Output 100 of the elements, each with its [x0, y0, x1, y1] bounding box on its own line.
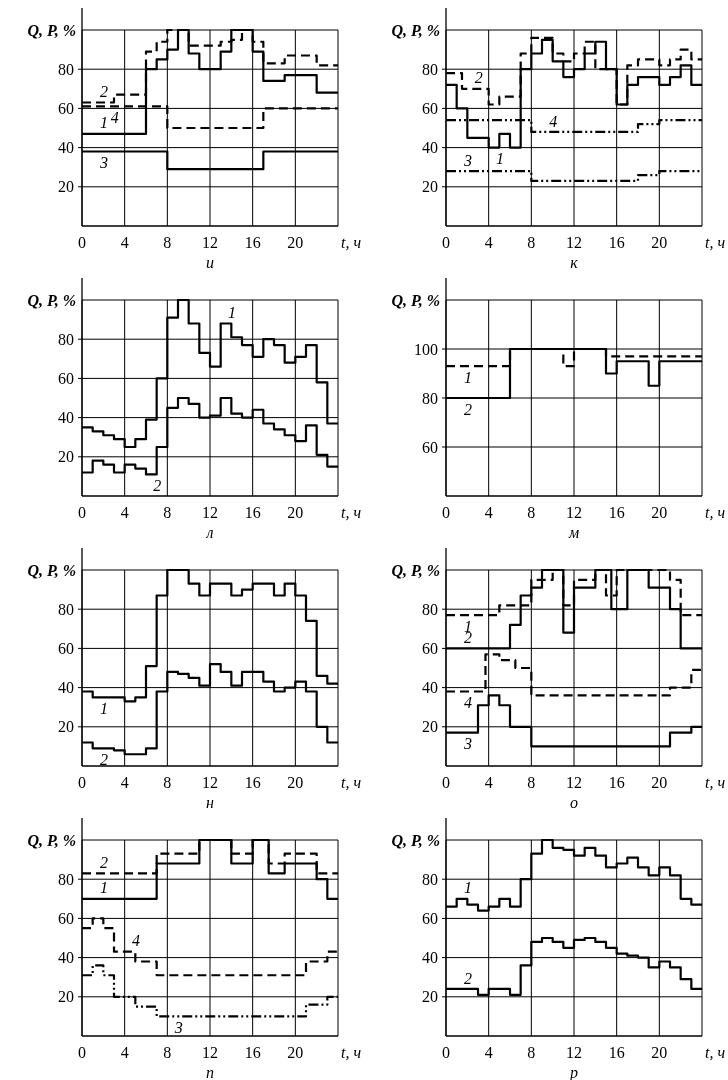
y-axis-title: Q, P, % [391, 831, 440, 849]
y-axis-title: Q, P, % [391, 291, 440, 309]
series-label: 2 [100, 750, 108, 768]
series-label: 1 [496, 150, 504, 168]
x-axis-title: t, ч [341, 234, 362, 251]
series-label: 3 [463, 151, 472, 169]
series-label: 4 [549, 112, 558, 130]
series-label: 2 [464, 969, 472, 987]
series-label: 1 [464, 879, 472, 897]
y-tick-label: 60 [422, 100, 438, 117]
text: л [205, 524, 214, 541]
text: м [567, 524, 580, 541]
y-tick-label: 40 [58, 679, 74, 697]
y-tick-label: 20 [58, 988, 74, 1006]
y-tick-label: 80 [422, 389, 438, 407]
x-tick-label: 16 [608, 774, 625, 791]
y-tick-label: 60 [58, 100, 74, 117]
x-tick-label: 12 [566, 774, 582, 791]
y-tick-label: 100 [414, 340, 438, 358]
x-tick-label: 0 [78, 1044, 86, 1061]
x-tick-label: 16 [608, 504, 625, 521]
y-axis-title: Q, P, % [391, 561, 440, 579]
x-tick-label: 0 [442, 234, 450, 251]
series-label: 1 [228, 304, 236, 322]
series-label: 1 [100, 114, 108, 132]
x-axis-title: t, ч [705, 234, 726, 251]
x-tick-label: 16 [244, 1044, 261, 1061]
x-tick-label: 20 [287, 234, 304, 251]
x-tick-label: 8 [527, 1044, 536, 1061]
text: п [206, 1064, 214, 1080]
x-tick-label: 20 [287, 504, 304, 521]
x-tick-label: 16 [244, 234, 261, 251]
x-tick-label: 12 [202, 774, 218, 791]
y-tick-label: 60 [58, 910, 74, 927]
y-tick-label: 20 [422, 718, 438, 736]
x-tick-label: 16 [244, 774, 261, 791]
x-tick-label: 12 [202, 504, 218, 521]
x-tick-label: 8 [163, 234, 172, 251]
y-tick-label: 20 [422, 178, 438, 196]
x-axis-title: t, ч [341, 1044, 362, 1061]
y-axis-title: Q, P, % [27, 561, 76, 579]
series-label: 4 [464, 694, 472, 712]
x-tick-label: 4 [120, 504, 129, 521]
x-tick-label: 12 [566, 1044, 582, 1061]
x-tick-label: 0 [442, 504, 450, 521]
x-tick-label: 4 [120, 234, 129, 251]
x-axis-title: t, ч [341, 774, 362, 791]
series-label: 3 [99, 154, 108, 172]
x-tick-label: 20 [651, 504, 668, 521]
y-tick-label: 80 [58, 60, 74, 78]
series-label: 3 [463, 735, 472, 753]
series-label: 1 [464, 368, 472, 386]
text: н [206, 794, 215, 811]
text: и [206, 254, 214, 271]
series-label: 2 [474, 69, 483, 87]
y-tick-label: 80 [58, 870, 74, 888]
x-tick-label: 8 [163, 1044, 172, 1061]
y-tick-label: 40 [422, 139, 438, 157]
x-tick-label: 8 [163, 774, 172, 791]
y-tick-label: 80 [422, 600, 438, 618]
x-tick-label: 0 [78, 774, 86, 791]
y-tick-label: 20 [58, 448, 74, 466]
y-tick-label: 20 [58, 718, 74, 736]
x-tick-label: 4 [484, 504, 493, 521]
x-tick-label: 4 [484, 1044, 493, 1061]
y-axis-title: Q, P, % [27, 831, 76, 849]
x-tick-label: 0 [78, 504, 86, 521]
series-label: 2 [100, 853, 108, 871]
y-tick-label: 60 [58, 640, 74, 657]
y-tick-label: 40 [58, 949, 74, 967]
x-tick-label: 4 [484, 774, 493, 791]
x-tick-label: 16 [244, 504, 261, 521]
y-tick-label: 80 [422, 870, 438, 888]
y-tick-label: 60 [422, 640, 438, 657]
y-tick-label: 40 [58, 139, 74, 157]
y-tick-label: 80 [58, 330, 74, 348]
x-tick-label: 4 [484, 234, 493, 251]
series-label: 1 [100, 879, 108, 897]
series-label: 1 [100, 700, 108, 717]
x-tick-label: 0 [442, 1044, 450, 1061]
x-tick-label: 20 [287, 1044, 304, 1061]
x-axis-title: t, ч [705, 504, 726, 521]
y-tick-label: 20 [58, 178, 74, 196]
x-axis-title: t, ч [705, 1044, 726, 1061]
x-tick-label: 16 [608, 234, 625, 251]
y-tick-label: 60 [58, 370, 74, 387]
text: о [570, 794, 578, 811]
x-tick-label: 20 [651, 1044, 668, 1061]
series-label: 4 [132, 932, 140, 950]
y-axis-title: Q, P, % [27, 291, 76, 309]
x-tick-label: 20 [651, 234, 668, 251]
x-tick-label: 20 [287, 774, 304, 791]
series-label: 2 [464, 400, 472, 418]
y-tick-label: 80 [58, 600, 74, 618]
x-tick-label: 8 [527, 774, 536, 791]
x-tick-label: 8 [163, 504, 172, 521]
series-label: 3 [173, 1019, 183, 1036]
y-tick-label: 20 [422, 988, 438, 1006]
x-tick-label: 12 [566, 234, 582, 251]
y-tick-label: 40 [422, 949, 438, 967]
